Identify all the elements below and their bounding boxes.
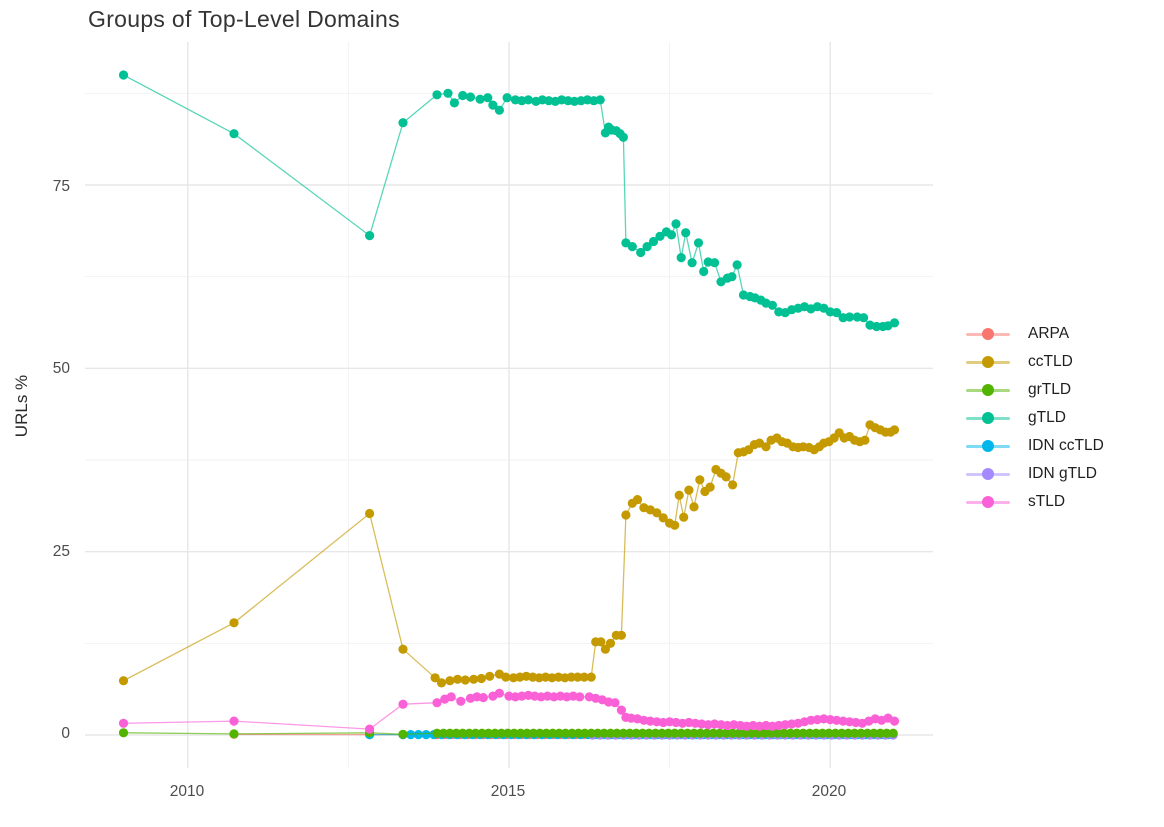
legend-dot-icon — [982, 412, 994, 424]
legend-label: ARPA — [1028, 325, 1070, 342]
x-tick-2015: 2015 — [491, 783, 525, 800]
chart-title: Groups of Top-Level Domains — [88, 6, 400, 32]
data-series — [118, 70, 900, 740]
legend-dot-icon — [982, 468, 994, 480]
legend-item-grtld: grTLD — [966, 376, 1104, 404]
y-tick-25: 25 — [53, 543, 70, 560]
legend-item-idn-gtld: IDN gTLD — [966, 460, 1104, 488]
legend-label: ccTLD — [1028, 353, 1073, 370]
gridlines — [85, 42, 933, 768]
legend-swatch-grtld — [966, 384, 1010, 396]
y-tick-50: 50 — [53, 360, 71, 377]
legend-dot-icon — [982, 328, 994, 340]
legend-swatch-arpa — [966, 328, 1010, 340]
legend-item-idn-cctld: IDN ccTLD — [966, 432, 1104, 460]
legend-item-cctld: ccTLD — [966, 348, 1104, 376]
legend-swatch-stld — [966, 496, 1010, 508]
legend-swatch-idn-cctld — [966, 440, 1010, 452]
legend-label: gTLD — [1028, 409, 1066, 426]
legend-item-arpa: ARPA — [966, 320, 1104, 348]
x-tick-2020: 2020 — [812, 783, 847, 800]
legend-label: IDN gTLD — [1028, 465, 1097, 482]
legend-dot-icon — [982, 440, 994, 452]
y-tick-75: 75 — [53, 178, 70, 195]
legend-swatch-cctld — [966, 356, 1010, 368]
legend-label: IDN ccTLD — [1028, 437, 1104, 454]
legend-label: sTLD — [1028, 493, 1066, 510]
legend-dot-icon — [982, 384, 994, 396]
legend-item-stld: sTLD — [966, 488, 1104, 516]
legend-item-gtld: gTLD — [966, 404, 1104, 432]
y-axis-tick-labels: 0 25 50 75 — [53, 178, 71, 742]
x-axis-tick-labels: 2010 2015 2020 — [170, 783, 847, 800]
legend-dot-icon — [982, 356, 994, 368]
legend-swatch-gtld — [966, 412, 1010, 424]
x-tick-2010: 2010 — [170, 783, 205, 800]
y-tick-0: 0 — [61, 725, 70, 742]
legend-swatch-idn-gtld — [966, 468, 1010, 480]
legend: ARPA ccTLD grTLD gTLD IDN ccTLD IDN gTLD… — [966, 320, 1104, 516]
legend-dot-icon — [982, 496, 994, 508]
legend-label: grTLD — [1028, 381, 1072, 398]
